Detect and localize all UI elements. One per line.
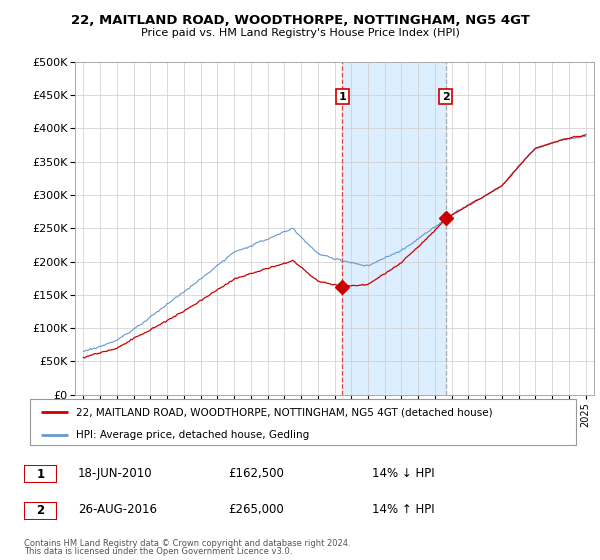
FancyBboxPatch shape	[24, 502, 57, 520]
Text: HPI: Average price, detached house, Gedling: HPI: Average price, detached house, Gedl…	[76, 430, 310, 440]
Text: 14% ↑ HPI: 14% ↑ HPI	[372, 503, 434, 516]
Bar	[342, 62, 446, 395]
Text: 14% ↓ HPI: 14% ↓ HPI	[372, 466, 434, 480]
Text: £265,000: £265,000	[228, 503, 284, 516]
Text: £162,500: £162,500	[228, 466, 284, 480]
Text: 1: 1	[37, 468, 44, 481]
Text: 22, MAITLAND ROAD, WOODTHORPE, NOTTINGHAM, NG5 4GT (detached house): 22, MAITLAND ROAD, WOODTHORPE, NOTTINGHA…	[76, 407, 493, 417]
Text: 1: 1	[338, 92, 346, 101]
Text: This data is licensed under the Open Government Licence v3.0.: This data is licensed under the Open Gov…	[24, 547, 292, 556]
Text: 2: 2	[442, 92, 450, 101]
Text: 22, MAITLAND ROAD, WOODTHORPE, NOTTINGHAM, NG5 4GT: 22, MAITLAND ROAD, WOODTHORPE, NOTTINGHA…	[71, 14, 529, 27]
Text: Contains HM Land Registry data © Crown copyright and database right 2024.: Contains HM Land Registry data © Crown c…	[24, 539, 350, 548]
FancyBboxPatch shape	[24, 465, 57, 483]
Text: 26-AUG-2016: 26-AUG-2016	[78, 503, 157, 516]
Text: 2: 2	[37, 504, 44, 517]
FancyBboxPatch shape	[30, 399, 576, 445]
Text: Price paid vs. HM Land Registry's House Price Index (HPI): Price paid vs. HM Land Registry's House …	[140, 28, 460, 38]
Text: 18-JUN-2010: 18-JUN-2010	[78, 466, 152, 480]
